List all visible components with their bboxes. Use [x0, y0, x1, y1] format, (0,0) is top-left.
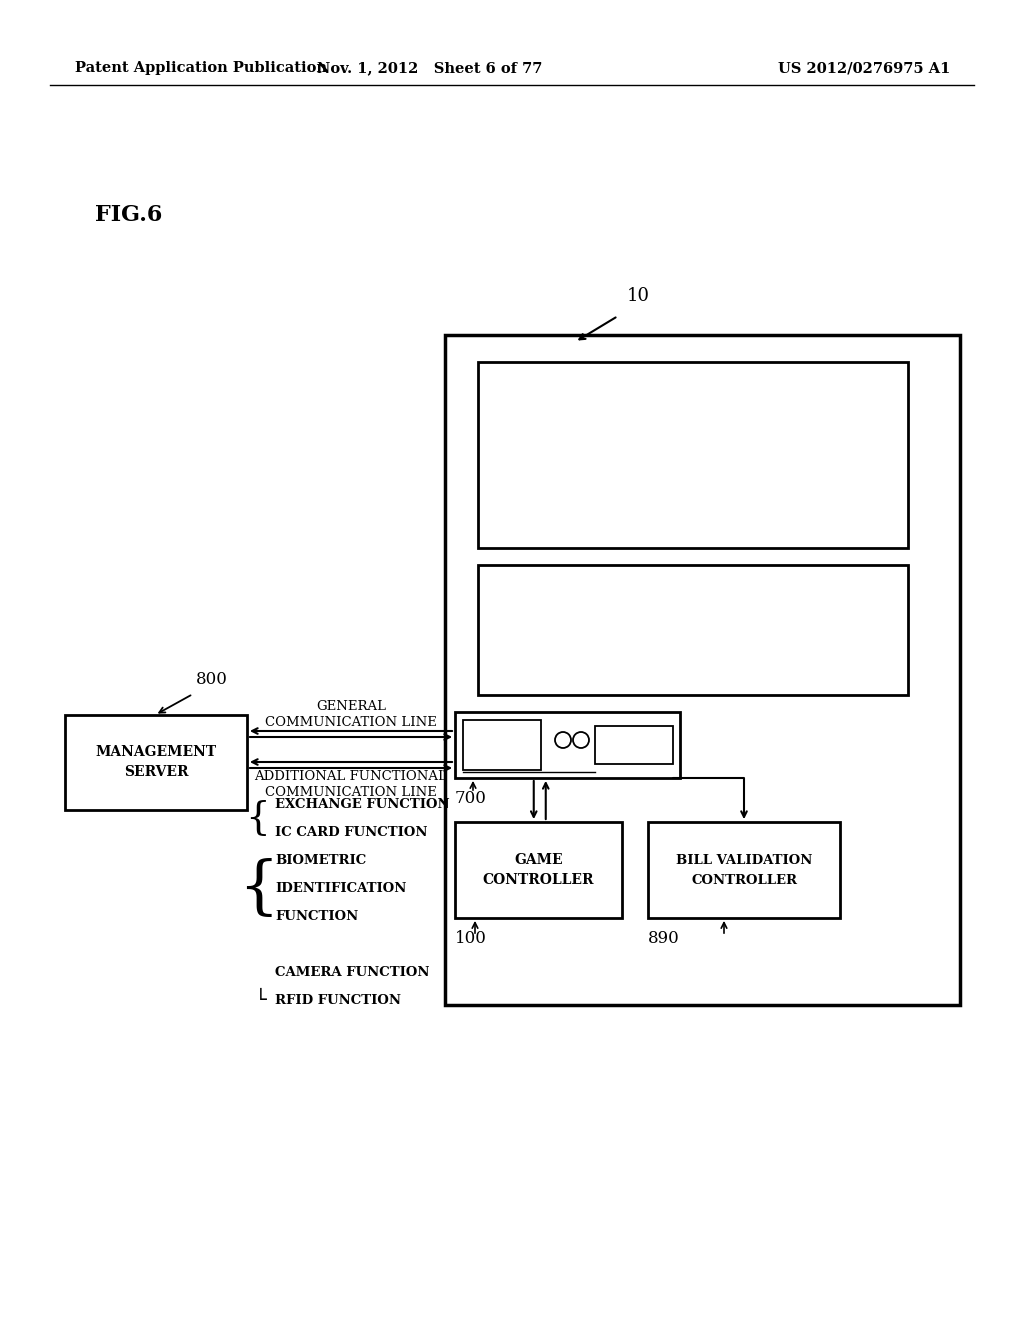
Bar: [455, 711, 680, 777]
Text: 890: 890: [648, 931, 680, 946]
Text: FUNCTION: FUNCTION: [275, 911, 358, 924]
Text: FIG.6: FIG.6: [95, 205, 163, 226]
Text: Patent Application Publication: Patent Application Publication: [75, 61, 327, 75]
Text: COMMUNICATION LINE: COMMUNICATION LINE: [265, 785, 437, 799]
Text: └: └: [255, 993, 267, 1010]
Text: BILL VALIDATION: BILL VALIDATION: [676, 854, 812, 866]
Text: CONTROLLER: CONTROLLER: [691, 874, 797, 887]
Text: 800: 800: [196, 671, 228, 688]
Text: COMMUNICATION LINE: COMMUNICATION LINE: [265, 715, 437, 729]
Text: 10: 10: [627, 286, 650, 305]
Text: MANAGEMENT: MANAGEMENT: [95, 746, 216, 759]
Text: {: {: [238, 858, 279, 920]
Text: IC CARD FUNCTION: IC CARD FUNCTION: [275, 826, 427, 840]
Text: GENERAL: GENERAL: [316, 700, 386, 713]
Bar: [478, 362, 908, 548]
Text: SERVER: SERVER: [124, 766, 188, 780]
Text: ADDITIONAL FUNCTIONAL: ADDITIONAL FUNCTIONAL: [255, 770, 447, 783]
Text: 100: 100: [455, 931, 486, 946]
Text: EXCHANGE FUNCTION: EXCHANGE FUNCTION: [275, 799, 450, 812]
Text: GAME: GAME: [514, 853, 563, 867]
Text: Nov. 1, 2012   Sheet 6 of 77: Nov. 1, 2012 Sheet 6 of 77: [317, 61, 543, 75]
Bar: [648, 822, 840, 917]
Bar: [455, 822, 622, 917]
Text: CAMERA FUNCTION: CAMERA FUNCTION: [275, 966, 429, 979]
Bar: [463, 719, 541, 770]
Text: US 2012/0276975 A1: US 2012/0276975 A1: [777, 61, 950, 75]
Bar: [65, 715, 247, 810]
Bar: [595, 726, 673, 764]
Bar: [478, 565, 908, 696]
Text: RFID FUNCTION: RFID FUNCTION: [275, 994, 401, 1007]
Text: 700: 700: [455, 789, 486, 807]
Text: BIOMETRIC: BIOMETRIC: [275, 854, 367, 867]
Bar: [445, 335, 961, 1005]
Text: {: {: [246, 800, 270, 837]
Text: CONTROLLER: CONTROLLER: [482, 873, 594, 887]
Text: IDENTIFICATION: IDENTIFICATION: [275, 883, 407, 895]
